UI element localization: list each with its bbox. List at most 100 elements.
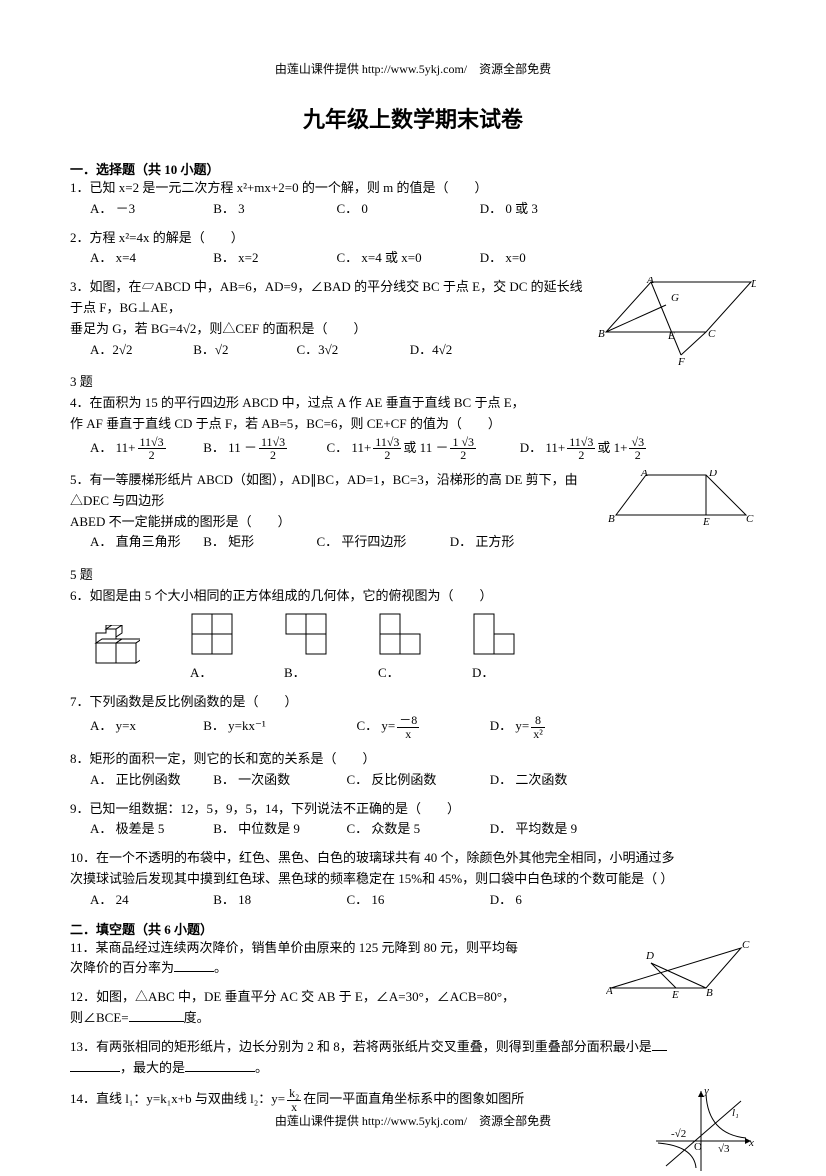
q9-A: A． 极差是 5 [90, 819, 210, 840]
q1: 1．已知 x=2 是一元二次方程 x²+mx+2=0 的一个解，则 m 的值是（… [70, 178, 756, 220]
q6-opt-D: D． [472, 612, 516, 684]
q7-D: D． y=8x² [490, 712, 547, 741]
q7-C: C． y=－8x [357, 712, 487, 741]
q6-stem-figure [90, 625, 140, 684]
q4-B: B． 11 －11√32 [203, 435, 323, 462]
q7-options: A． y=x B． y=kx⁻¹ C． y=－8x D． y=8x² [90, 712, 756, 741]
q1-text: 1．已知 x=2 是一元二次方程 x²+mx+2=0 的一个解，则 m 的值是（… [70, 178, 756, 199]
q7-B: B． y=kx⁻¹ [203, 712, 353, 741]
q9: 9．已知一组数据：12，5，9，5，14，下列说法不正确的是（ ） A． 极差是… [70, 799, 756, 841]
q14-text-a: 14．直线 l₁：y=k₁x+b 与双曲线 l₂：y= [70, 1091, 285, 1106]
q5-figure: A D B E C [606, 470, 756, 525]
q6-opt-B: B． [284, 612, 328, 684]
q8-A: A． 正比例函数 [90, 770, 210, 791]
q5-A: A． 直角三角形 [90, 532, 200, 553]
q8-B: B． 一次函数 [213, 770, 343, 791]
q10: 10．在一个不透明的布袋中，红色、黑色、白色的玻璃球共有 40 个，除颜色外其他… [70, 848, 756, 910]
q5-label: 5 题 [70, 564, 756, 583]
q8-D: D． 二次函数 [490, 770, 568, 791]
q1-A: A． －3 [90, 199, 210, 220]
q3-label: 3 题 [70, 371, 756, 390]
q1-options: A． －3 B． 3 C． 0 D． 0 或 3 [90, 199, 756, 220]
svg-text:A: A [606, 985, 613, 997]
q3-D: D． 4√2 [410, 340, 453, 361]
q6-text: 6．如图是由 5 个大小相同的正方体组成的几何体，它的俯视图为（ ） [70, 586, 756, 607]
q9-C: C． 众数是 5 [347, 819, 487, 840]
q2-D: D． x=0 [480, 248, 526, 269]
q6-opt-C: C． [378, 612, 422, 684]
q8-text: 8．矩形的面积一定，则它的长和宽的关系是（ ） [70, 749, 756, 770]
svg-text:G: G [671, 292, 679, 304]
svg-text:√3: √3 [718, 1143, 730, 1155]
q11-text-c: 。 [214, 960, 227, 975]
svg-text:B: B [608, 513, 615, 525]
q6-shapes: A． B． C． D． [90, 612, 756, 684]
svg-text:E: E [671, 989, 679, 998]
q13: 13．有两张相同的矩形纸片，边长分别为 2 和 8，若将两张纸片交叉重叠，则得到… [70, 1037, 756, 1079]
q13-text-c: 。 [255, 1060, 268, 1075]
q3-text-b: 垂足为 G，若 BG= [70, 321, 176, 336]
q12-text-c: 度。 [184, 1010, 210, 1025]
q1-B: B． 3 [213, 199, 333, 220]
svg-text:D: D [708, 470, 717, 479]
q10-D: D． 6 [490, 890, 522, 911]
q3-sqrt: 4√2 [176, 321, 196, 336]
svg-text:F: F [677, 356, 685, 367]
q4-D: D． 11+11√32或 1+√32 [520, 435, 648, 462]
q2-A: A． x=4 [90, 248, 210, 269]
svg-text:C: C [708, 328, 716, 340]
svg-text:D: D [750, 278, 756, 290]
q5-B: B． 矩形 [203, 532, 313, 553]
svg-text:E: E [667, 330, 675, 342]
q5: A D B E C 5．有一等腰梯形纸片 ABCD（如图），AD∥BC，AD=1… [70, 470, 756, 553]
q4-text-b: 作 AF 垂直于直线 CD 于点 F，若 AB=5，BC=6，则 CE+CF 的… [70, 414, 756, 435]
svg-text:D: D [645, 950, 654, 962]
q2-C: C． x=4 或 x=0 [337, 248, 477, 269]
q10-options: A． 24 B． 18 C． 16 D． 6 [90, 890, 756, 911]
q6-opt-A: A． [190, 612, 234, 684]
q13-text-b: ，最大的是 [120, 1060, 185, 1075]
q6: 6．如图是由 5 个大小相同的正方体组成的几何体，它的俯视图为（ ） A． [70, 586, 756, 683]
svg-text:C: C [746, 513, 754, 525]
section1-header: 一．选择题（共 10 小题） [70, 159, 756, 178]
q7-text: 7．下列函数是反比例函数的是（ ） [70, 692, 756, 713]
svg-text:y: y [703, 1086, 709, 1097]
q13-text-a: 13．有两张相同的矩形纸片，边长分别为 2 和 8，若将两张纸片交叉重叠，则得到… [70, 1039, 652, 1054]
q7-A: A． y=x [90, 712, 200, 741]
q13-blank1 [652, 1037, 667, 1051]
q14-text-b: 在同一平面直角坐标系中的图象如图所 [303, 1091, 524, 1106]
q12-text-b: 则∠BCE= [70, 1010, 129, 1025]
q10-text-b: 次摸球试验后发现其中摸到红色球、黑色球的频率稳定在 15%和 45%，则口袋中白… [70, 869, 756, 890]
q4-C: C． 11+11√32或 11 －1 √32 [327, 435, 517, 462]
q9-options: A． 极差是 5 B． 中位数是 9 C． 众数是 5 D． 平均数是 9 [90, 819, 756, 840]
q3-text-c: ，则△CEF 的面积是（ ） [196, 321, 366, 336]
q4-text-a: 4．在面积为 15 的平行四边形 ABCD 中，过点 A 作 AE 垂直于直线 … [70, 393, 756, 414]
q11-text-a: 11．某商品经过连续两次降价，销售单价由原来的 125 元降到 80 元，则平均… [70, 940, 518, 955]
q4-A: A． 11+11√32 [90, 435, 200, 462]
q3: A D B C G E F 3．如图，在▱ABCD 中，AB=6，AD=9，∠B… [70, 277, 756, 360]
q11-blank [174, 958, 214, 972]
q8-options: A． 正比例函数 B． 一次函数 C． 反比例函数 D． 二次函数 [90, 770, 756, 791]
q7: 7．下列函数是反比例函数的是（ ） A． y=x B． y=kx⁻¹ C． y=… [70, 692, 756, 741]
q2: 2．方程 x²=4x 的解是（ ） A． x=4 B． x=2 C． x=4 或… [70, 228, 756, 270]
q13-blank2 [185, 1058, 255, 1072]
page-title: 九年级上数学期末试卷 [70, 102, 756, 134]
footer-note: 由莲山课件提供 http://www.5ykj.com/ 资源全部免费 [0, 1112, 826, 1129]
q9-B: B． 中位数是 9 [213, 819, 343, 840]
svg-text:C: C [742, 939, 750, 951]
q5-C: C． 平行四边形 [317, 532, 447, 553]
q4: 4．在面积为 15 的平行四边形 ABCD 中，过点 A 作 AE 垂直于直线 … [70, 393, 756, 462]
q10-B: B． 18 [213, 890, 343, 911]
q4-options: A． 11+11√32 B． 11 －11√32 C． 11+11√32或 11… [90, 435, 756, 462]
q8-C: C． 反比例函数 [347, 770, 487, 791]
q1-C: C． 0 [337, 199, 477, 220]
svg-text:A: A [646, 277, 654, 286]
header-note: 由莲山课件提供 http://www.5ykj.com/ 资源全部免费 [70, 60, 756, 77]
svg-text:x: x [748, 1137, 754, 1149]
q8: 8．矩形的面积一定，则它的长和宽的关系是（ ） A． 正比例函数 B． 一次函数… [70, 749, 756, 791]
q10-A: A． 24 [90, 890, 210, 911]
q2-options: A． x=4 B． x=2 C． x=4 或 x=0 D． x=0 [90, 248, 756, 269]
q1-D: D． 0 或 3 [480, 199, 538, 220]
q14-figure: x y √3 -√2 l₁ O [646, 1086, 756, 1176]
q14-frac: k₂x [287, 1087, 301, 1113]
